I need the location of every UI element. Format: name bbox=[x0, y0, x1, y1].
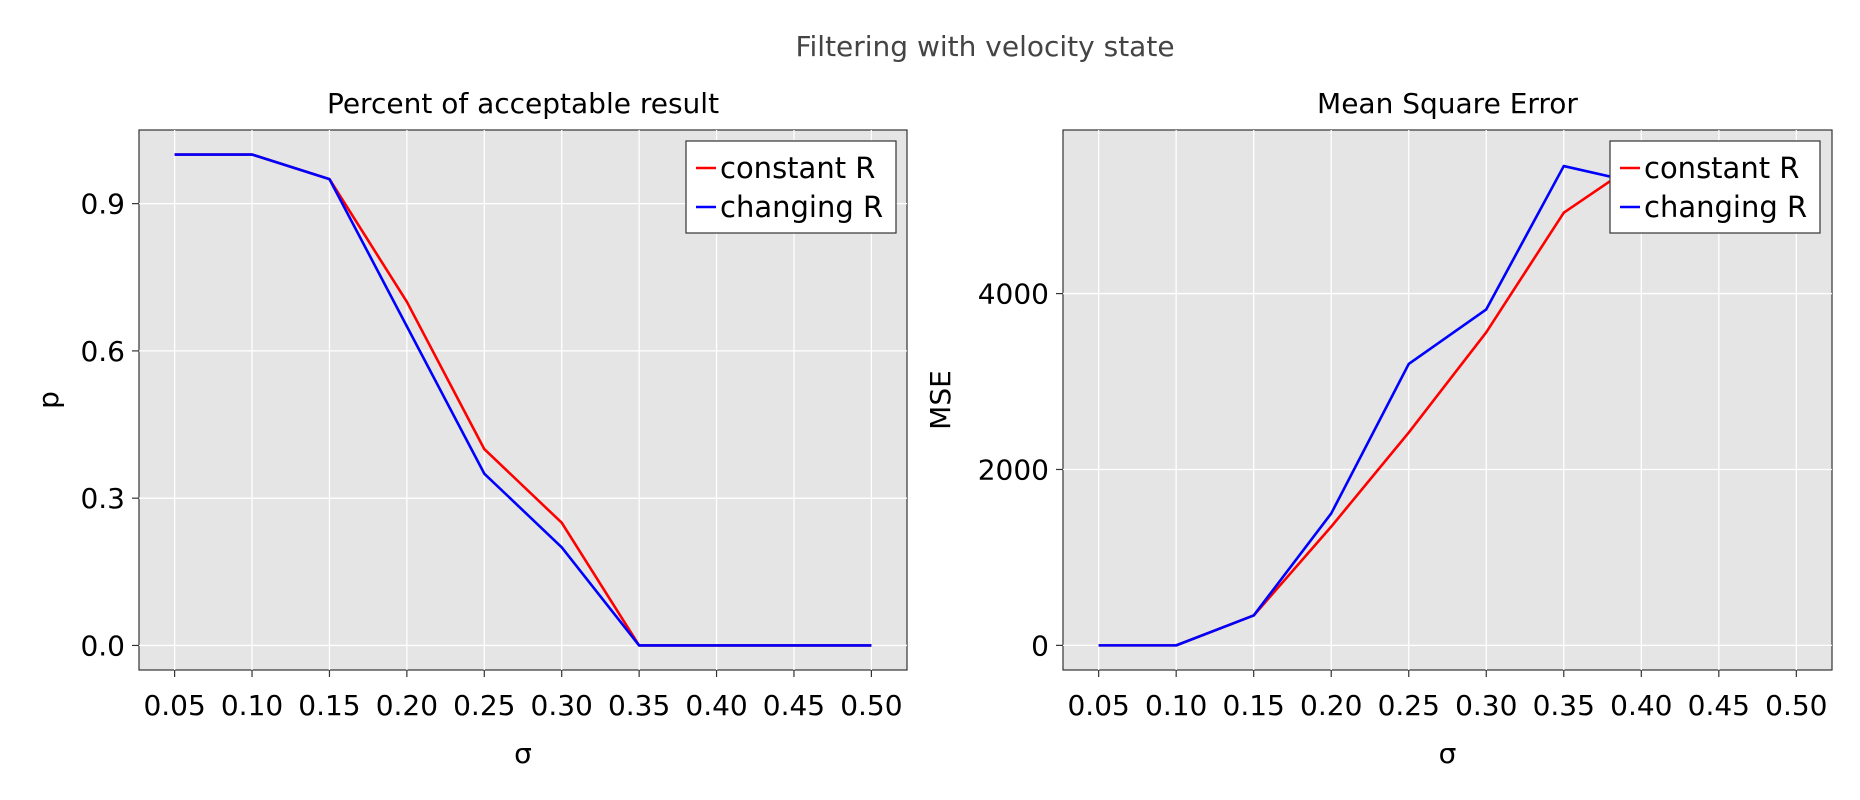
panel-title: Mean Square Error bbox=[1317, 87, 1578, 120]
x-tick-label: 0.10 bbox=[1145, 689, 1207, 722]
x-tick-label: 0.35 bbox=[1533, 689, 1595, 722]
x-axis-label: σ bbox=[1439, 737, 1457, 770]
x-tick-label: 0.50 bbox=[1765, 689, 1827, 722]
legend-label: constant R bbox=[720, 151, 875, 185]
y-tick-label: 0.0 bbox=[80, 629, 125, 662]
x-tick-label: 0.20 bbox=[376, 689, 438, 722]
x-tick-label: 0.45 bbox=[1688, 689, 1750, 722]
y-tick-label: 2000 bbox=[978, 453, 1049, 486]
x-tick-label: 0.10 bbox=[221, 689, 283, 722]
x-tick-label: 0.15 bbox=[298, 689, 360, 722]
y-axis-label: p bbox=[32, 391, 65, 409]
legend-label: changing R bbox=[1644, 190, 1807, 224]
y-tick-label: 0.3 bbox=[80, 482, 125, 515]
x-tick-label: 0.15 bbox=[1223, 689, 1285, 722]
legend: constant R changing R bbox=[1609, 140, 1821, 234]
x-tick-label: 0.25 bbox=[453, 689, 515, 722]
y-axis-label: MSE bbox=[924, 370, 957, 430]
x-tick-label: 0.30 bbox=[531, 689, 593, 722]
series-line-changing-r bbox=[174, 153, 872, 647]
x-tick-label: 0.20 bbox=[1300, 689, 1362, 722]
y-tick-label: 0.6 bbox=[80, 335, 125, 368]
legend-label: changing R bbox=[720, 190, 883, 224]
x-tick-label: 0.45 bbox=[763, 689, 825, 722]
x-axis-label: σ bbox=[514, 737, 532, 770]
chart-panel-mean-square-error: 0.05 0.10 0.15 0.20 0.25 0.30 0.35 0.40 0.45 0.50… bbox=[924, 87, 1833, 770]
x-tick-label: 0.05 bbox=[143, 689, 205, 722]
panel-title: Percent of acceptable result bbox=[327, 87, 719, 120]
figure-title: Filtering with velocity state bbox=[795, 30, 1174, 63]
y-tick-label: 0.9 bbox=[80, 188, 125, 221]
x-tick-label: 0.35 bbox=[608, 689, 670, 722]
chart-panel-acceptable-result: 0.05 0.10 0.15 0.20 0.25 0.30 0.35 0.40 0.45 0.50… bbox=[32, 87, 908, 770]
legend-box bbox=[1609, 140, 1821, 234]
legend-box bbox=[685, 140, 897, 234]
x-tick-label: 0.40 bbox=[685, 689, 747, 722]
x-tick-label: 0.50 bbox=[840, 689, 902, 722]
x-tick-label: 0.25 bbox=[1378, 689, 1440, 722]
x-tick-label: 0.05 bbox=[1067, 689, 1129, 722]
y-tick-label: 0 bbox=[1031, 629, 1049, 662]
legend: constant R changing R bbox=[685, 140, 897, 234]
y-tick-label: 4000 bbox=[978, 278, 1049, 311]
x-tick-label: 0.30 bbox=[1455, 689, 1517, 722]
x-tick-label: 0.40 bbox=[1610, 689, 1672, 722]
legend-label: constant R bbox=[1644, 151, 1799, 185]
series-line-changing-r bbox=[1098, 164, 1642, 647]
